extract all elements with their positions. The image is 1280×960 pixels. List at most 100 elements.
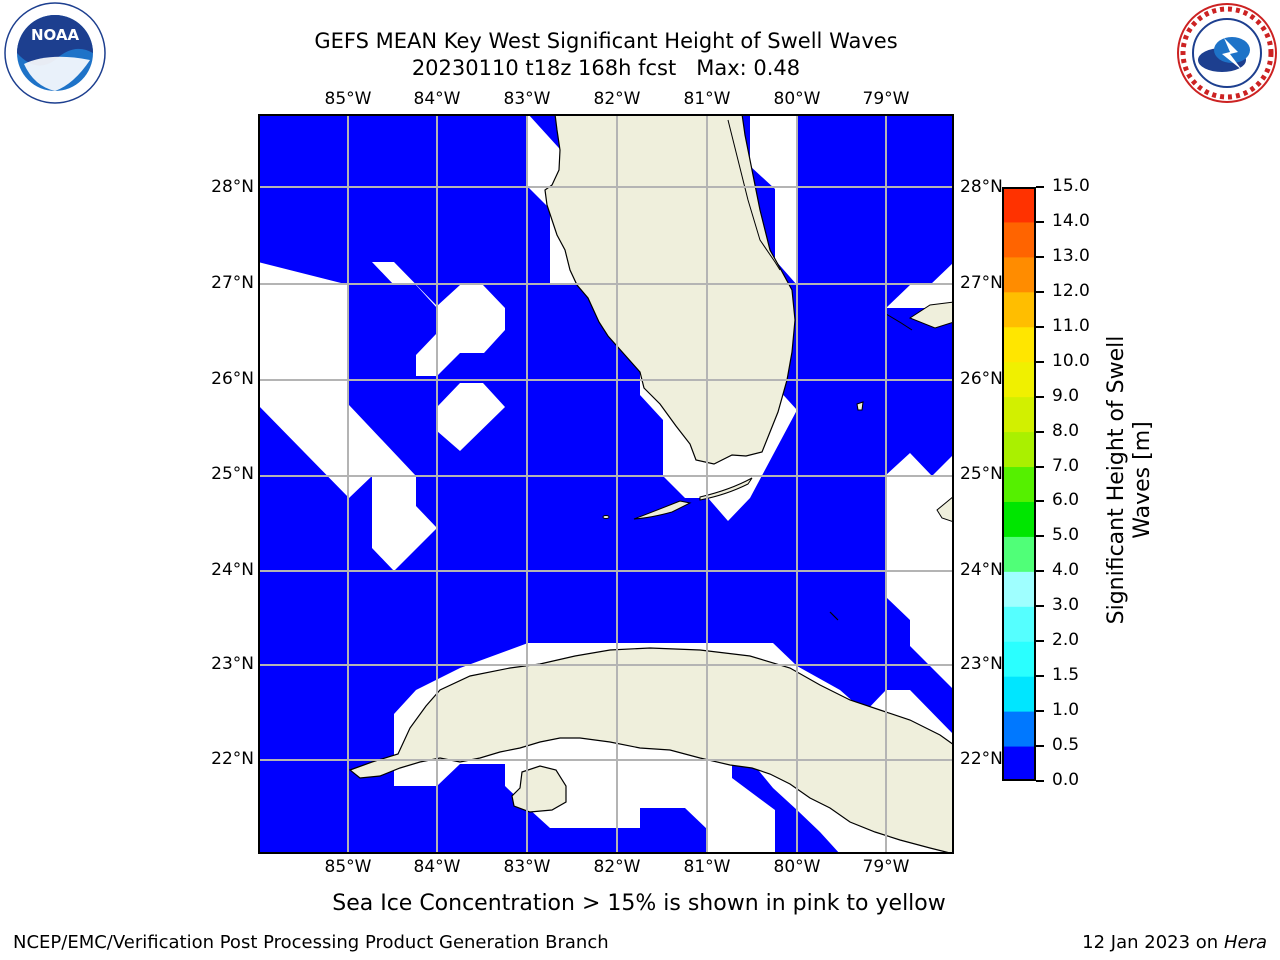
lon-label-top: 80°W	[773, 89, 821, 109]
lat-label-left: 28°N	[211, 177, 254, 197]
colorbar-tick-mark	[1036, 395, 1044, 398]
colorbar-segment	[1002, 501, 1036, 537]
colorbar-tick-mark	[1036, 780, 1044, 782]
colorbar-tick-label: 4.0	[1052, 560, 1080, 581]
lon-label-bottom: 83°W	[503, 857, 551, 877]
colorbar-tick-label: 8.0	[1052, 420, 1080, 441]
colorbar-tick-label: 10.0	[1052, 350, 1090, 371]
colorbar-segment	[1002, 606, 1036, 642]
lat-label-right: 26°N	[960, 369, 1003, 389]
colorbar-tick-mark	[1036, 570, 1044, 573]
colorbar-segment	[1002, 641, 1036, 677]
lat-label-right: 24°N	[960, 560, 1003, 580]
colorbar-tick-mark	[1036, 220, 1044, 223]
colorbar-tick-mark	[1036, 430, 1044, 433]
sea-ice-note: Sea Ice Concentration > 15% is shown in …	[332, 891, 946, 916]
colorbar-segment	[1002, 466, 1036, 502]
lon-label-top: 82°W	[593, 89, 641, 109]
colorbar-segment	[1002, 676, 1036, 712]
colorbar-tick-label: 9.0	[1052, 385, 1080, 406]
colorbar-tick-label: 5.0	[1052, 525, 1080, 546]
colorbar-tick-label: 1.0	[1052, 700, 1080, 721]
colorbar-tick-label: 0.5	[1052, 735, 1080, 756]
colorbar-label-line2: Waves [m]	[1130, 421, 1155, 539]
lon-label-bottom: 80°W	[773, 857, 821, 877]
lat-label-right: 25°N	[960, 464, 1003, 484]
lon-label-bottom: 81°W	[683, 857, 731, 877]
florida-land	[544, 113, 796, 465]
chart-title: GEFS MEAN Key West Significant Height of…	[314, 29, 898, 53]
lat-label-left: 24°N	[211, 560, 254, 580]
colorbar-segment	[1002, 711, 1036, 747]
colorbar-label: Significant Height of Swell Waves [m]	[1100, 260, 1160, 700]
colorbar-segment	[1002, 746, 1036, 782]
chart-subtitle: 20230110 t18z 168h fcst Max: 0.48	[411, 56, 801, 80]
colorbar-segment	[1002, 571, 1036, 607]
lat-label-right: 27°N	[960, 273, 1003, 293]
isla-juventud-land	[511, 765, 567, 813]
colorbar-tick-label: 12.0	[1052, 280, 1090, 301]
lat-label-left: 23°N	[211, 654, 254, 674]
colorbar-segment	[1002, 536, 1036, 572]
lat-label-left: 22°N	[211, 749, 254, 769]
noaa-logo-text: NOAA	[31, 26, 80, 44]
colorbar-tick-mark	[1036, 710, 1044, 713]
colorbar-segment	[1002, 431, 1036, 468]
colorbar-tick-label: 3.0	[1052, 595, 1080, 616]
colorbar-segment	[1002, 326, 1036, 363]
colorbar-tick-mark	[1036, 290, 1044, 293]
colorbar-tick-mark	[1036, 675, 1044, 678]
footer-date: 12 Jan 2023 on Hera	[1082, 932, 1267, 953]
lon-label-bottom: 82°W	[593, 857, 641, 877]
colorbar-tick-mark	[1036, 186, 1044, 188]
lat-label-left: 26°N	[211, 369, 254, 389]
colorbar-label-line1: Significant Height of Swell	[1104, 335, 1129, 625]
lat-label-right: 22°N	[960, 749, 1003, 769]
colorbar-tick-mark	[1036, 605, 1044, 608]
lat-label-right: 23°N	[960, 654, 1003, 674]
footer-credit: NCEP/EMC/Verification Post Processing Pr…	[13, 932, 609, 953]
colorbar-tick-label: 2.0	[1052, 630, 1080, 651]
map-gridlines	[258, 114, 954, 854]
noaa-logo: NOAA	[4, 2, 106, 104]
colorbar-tick-label: 15.0	[1052, 176, 1090, 196]
lat-label-left: 27°N	[211, 273, 254, 293]
colorbar-tick-label: 13.0	[1052, 245, 1090, 266]
lon-label-top: 79°W	[862, 89, 910, 109]
lon-label-bottom: 85°W	[324, 857, 372, 877]
colorbar-tick-mark	[1036, 500, 1044, 503]
colorbar-tick-mark	[1036, 325, 1044, 328]
colorbar-tick-label: 14.0	[1052, 210, 1090, 231]
lon-label-top: 85°W	[324, 89, 372, 109]
lon-label-top: 81°W	[683, 89, 731, 109]
footer-date-text: 12 Jan 2023 on	[1082, 932, 1224, 953]
colorbar-segment	[1002, 221, 1036, 258]
map-panel	[258, 113, 955, 855]
lon-label-top: 83°W	[503, 89, 551, 109]
colorbar-segment	[1002, 396, 1036, 433]
colorbar-tick-label: 1.5	[1052, 665, 1080, 686]
lat-label-left: 25°N	[211, 464, 254, 484]
footer-host: Hera	[1223, 932, 1267, 953]
colorbar-segment	[1002, 361, 1036, 398]
colorbar-segment	[1002, 256, 1036, 293]
colorbar-tick-label: 6.0	[1052, 490, 1080, 511]
lon-label-bottom: 79°W	[862, 857, 910, 877]
colorbar-tick-mark	[1036, 535, 1044, 538]
florida-keys	[602, 477, 753, 520]
lat-label-right: 28°N	[960, 177, 1003, 197]
colorbar-tick-mark	[1036, 745, 1044, 748]
lon-label-top: 84°W	[413, 89, 461, 109]
colorbar-tick-mark	[1036, 640, 1044, 643]
colorbar-tick-label: 0.0	[1052, 770, 1080, 790]
colorbar-tick-mark	[1036, 255, 1044, 258]
colorbar-tick-label: 7.0	[1052, 455, 1080, 476]
colorbar-tick-mark	[1036, 465, 1044, 468]
colorbar-tick-mark	[1036, 360, 1044, 363]
lon-label-bottom: 84°W	[413, 857, 461, 877]
colorbar-segment	[1002, 291, 1036, 328]
colorbar-tick-label: 11.0	[1052, 315, 1090, 336]
colorbar	[1002, 187, 1036, 782]
nws-logo	[1176, 2, 1278, 104]
colorbar-segment	[1002, 187, 1036, 223]
